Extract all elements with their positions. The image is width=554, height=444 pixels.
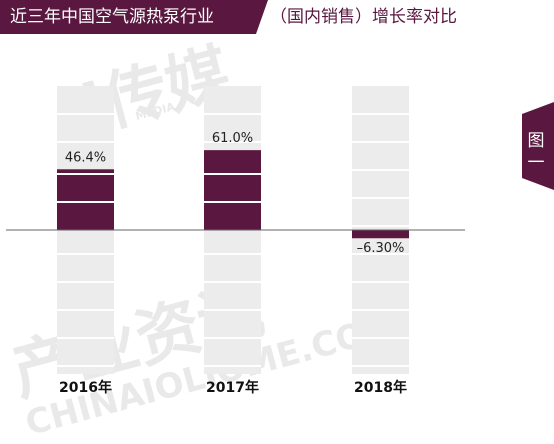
bar-2017年 xyxy=(204,150,261,230)
category-label-2018年: 2018年 xyxy=(354,379,407,396)
value-label-2017年: 61.0% xyxy=(212,131,253,146)
side-tab-label: 图一 xyxy=(527,131,545,173)
title-bar-shape xyxy=(0,0,268,34)
bar-2016年 xyxy=(57,169,114,230)
chart-title: 近三年中国空气源热泵行业 xyxy=(10,7,214,27)
bars xyxy=(57,150,409,239)
title-bar xyxy=(0,0,268,34)
category-label-2017年: 2017年 xyxy=(206,379,259,396)
category-label-2016年: 2016年 xyxy=(59,379,112,396)
labels: 46.4% 2016年 61.0% 2017年 –6.30% 2018年 xyxy=(59,131,407,396)
bar-chart: 46.4% 2016年 61.0% 2017年 –6.30% 2018年 xyxy=(6,86,554,396)
value-label-2016年: 46.4% xyxy=(65,150,106,165)
value-label-2018年: –6.30% xyxy=(357,241,405,256)
side-tab xyxy=(522,102,554,190)
bar-2018年 xyxy=(352,230,409,239)
chart-subtitle: （国内销售）增长率对比 xyxy=(270,7,457,27)
